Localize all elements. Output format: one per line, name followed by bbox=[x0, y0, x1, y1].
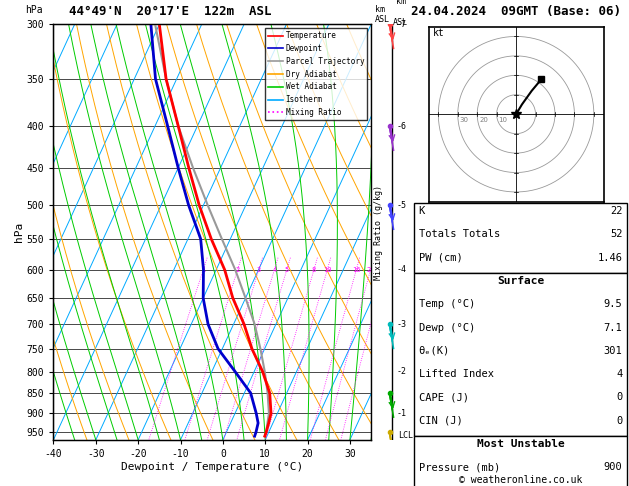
Text: 301: 301 bbox=[604, 346, 623, 356]
Text: 0: 0 bbox=[616, 416, 623, 426]
Text: CIN (J): CIN (J) bbox=[418, 416, 462, 426]
Text: 8: 8 bbox=[312, 267, 316, 273]
Text: -4: -4 bbox=[396, 265, 406, 274]
Text: 1.46: 1.46 bbox=[598, 253, 623, 262]
Text: -5: -5 bbox=[396, 201, 406, 209]
Text: 24.04.2024  09GMT (Base: 06): 24.04.2024 09GMT (Base: 06) bbox=[411, 5, 621, 18]
Text: 44°49'N  20°17'E  122m  ASL: 44°49'N 20°17'E 122m ASL bbox=[69, 5, 271, 18]
Text: Surface: Surface bbox=[497, 276, 544, 286]
Text: 10: 10 bbox=[499, 117, 508, 123]
Text: Dewp (°C): Dewp (°C) bbox=[418, 323, 475, 332]
Text: -7: -7 bbox=[396, 20, 406, 29]
Text: 0: 0 bbox=[616, 393, 623, 402]
Text: Lifted Index: Lifted Index bbox=[418, 369, 494, 379]
Text: 4: 4 bbox=[272, 267, 277, 273]
Text: θₑ(K): θₑ(K) bbox=[418, 346, 450, 356]
Text: © weatheronline.co.uk: © weatheronline.co.uk bbox=[459, 474, 582, 485]
Text: Pressure (mb): Pressure (mb) bbox=[418, 462, 500, 472]
Text: kt: kt bbox=[433, 29, 444, 38]
Text: Temp (°C): Temp (°C) bbox=[418, 299, 475, 309]
Text: 10: 10 bbox=[323, 267, 331, 273]
Text: 16: 16 bbox=[352, 267, 360, 273]
Text: 3: 3 bbox=[257, 267, 261, 273]
Text: PW (cm): PW (cm) bbox=[418, 253, 462, 262]
Text: 30: 30 bbox=[460, 117, 469, 123]
Text: -2: -2 bbox=[396, 367, 406, 376]
Text: hPa: hPa bbox=[25, 5, 43, 15]
Text: -1: -1 bbox=[396, 409, 406, 418]
Text: 2: 2 bbox=[235, 267, 240, 273]
Text: 22: 22 bbox=[610, 206, 623, 216]
Bar bbox=[414, 273, 627, 436]
Text: -6: -6 bbox=[396, 122, 406, 131]
Text: 52: 52 bbox=[610, 229, 623, 239]
Y-axis label: hPa: hPa bbox=[14, 222, 24, 242]
Y-axis label: Mixing Ratio (g/kg): Mixing Ratio (g/kg) bbox=[374, 185, 383, 279]
Text: km
ASL: km ASL bbox=[375, 5, 390, 24]
Text: Totals Totals: Totals Totals bbox=[418, 229, 500, 239]
Text: LCL: LCL bbox=[398, 431, 413, 440]
Text: 1: 1 bbox=[201, 267, 206, 273]
Legend: Temperature, Dewpoint, Parcel Trajectory, Dry Adiabat, Wet Adiabat, Isotherm, Mi: Temperature, Dewpoint, Parcel Trajectory… bbox=[265, 28, 367, 120]
Text: 4: 4 bbox=[616, 369, 623, 379]
Text: 5: 5 bbox=[285, 267, 289, 273]
Text: -3: -3 bbox=[396, 320, 406, 329]
X-axis label: Dewpoint / Temperature (°C): Dewpoint / Temperature (°C) bbox=[121, 462, 303, 471]
Text: 9.5: 9.5 bbox=[604, 299, 623, 309]
Text: Most Unstable: Most Unstable bbox=[477, 439, 564, 449]
Text: 20: 20 bbox=[366, 267, 375, 273]
Text: 20: 20 bbox=[479, 117, 488, 123]
Bar bbox=[414, 203, 627, 273]
Text: CAPE (J): CAPE (J) bbox=[418, 393, 469, 402]
Text: 900: 900 bbox=[604, 462, 623, 472]
Text: K: K bbox=[418, 206, 425, 216]
Text: 7.1: 7.1 bbox=[604, 323, 623, 332]
Bar bbox=[414, 436, 627, 486]
Text: ASL: ASL bbox=[393, 18, 408, 27]
Text: km: km bbox=[396, 0, 406, 6]
